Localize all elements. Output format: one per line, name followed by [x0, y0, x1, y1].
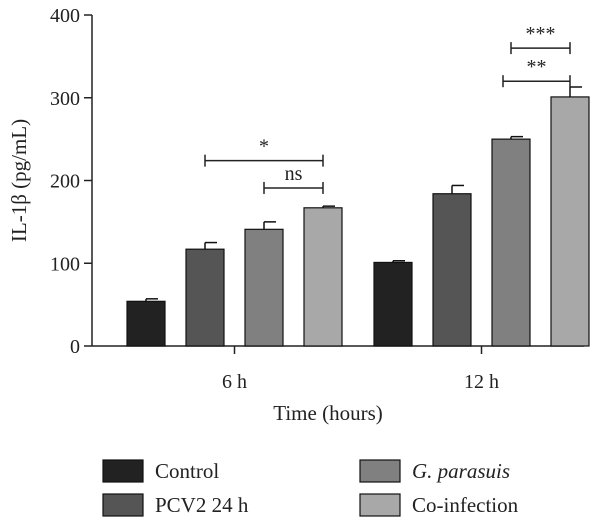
sig-label: *** — [526, 23, 556, 45]
y-tick-label: 100 — [50, 253, 80, 275]
bar — [185, 248, 225, 347]
y-axis: 0 100 200 300 400 — [50, 5, 93, 358]
x-tick-label: 12 h — [464, 371, 499, 393]
legend-swatch — [102, 493, 144, 517]
bar — [244, 228, 284, 347]
bars — [126, 86, 590, 347]
legend-swatch — [359, 493, 401, 517]
legend-swatch — [102, 459, 144, 483]
y-axis-title: IL-1β (pg/mL) — [7, 119, 31, 242]
x-axis: 6 h 12 h — [92, 345, 584, 393]
y-tick-label: 400 — [50, 5, 80, 27]
sig-label: * — [259, 136, 269, 158]
legend-swatch — [359, 459, 401, 483]
bar — [373, 261, 413, 347]
y-tick-label: 200 — [50, 171, 80, 193]
bar — [432, 193, 472, 347]
x-axis-title: Time (hours) — [273, 401, 382, 425]
y-tick-label: 300 — [50, 88, 80, 110]
significance-annotations: *ns***** — [204, 23, 571, 194]
bar — [491, 138, 531, 347]
legend: Control PCV2 24 h G. parasuis Co-infection — [102, 459, 519, 517]
bar — [126, 300, 166, 347]
sig-label: ** — [527, 56, 547, 78]
y-tick-label: 0 — [70, 336, 80, 358]
bar — [550, 96, 590, 347]
legend-label: G. parasuis — [412, 459, 510, 483]
x-tick-label: 6 h — [222, 371, 247, 393]
legend-label: Control — [155, 459, 219, 483]
legend-label: PCV2 24 h — [155, 493, 249, 517]
legend-label: Co-infection — [412, 493, 519, 517]
sig-label: ns — [285, 163, 303, 185]
bar — [303, 207, 343, 347]
